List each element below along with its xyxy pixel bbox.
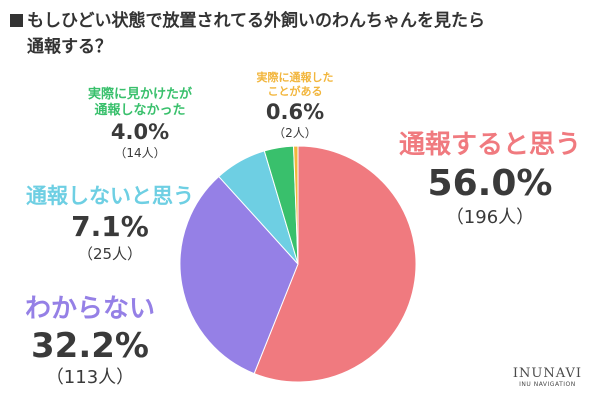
- slice-pct-report: 56.0%: [427, 163, 553, 204]
- chart-title: もしひどい状態で放置されてる外飼いのわんちゃんを見たら 通報する？: [10, 8, 595, 60]
- label-unknown: わからない 32.2% （113人）: [10, 292, 170, 390]
- slice-label-unknown: わからない: [24, 294, 155, 324]
- logo-subtitle: INU NAVIGATION: [519, 381, 576, 388]
- slice-pct-saw-no-report: 4.0%: [110, 120, 170, 144]
- slice-count-unknown: （113人）: [45, 367, 135, 388]
- slice-report: [253, 145, 417, 383]
- slice-unknown: [179, 175, 299, 375]
- slice-label-not-report: 通報しないと思う: [26, 184, 194, 208]
- slice-label-saw-no-report-line1: 実際に見かけたが: [87, 87, 192, 102]
- logo-name: INUNAVI: [512, 366, 582, 381]
- slice-count-report: （196人）: [445, 207, 535, 228]
- slice-count-saw-no-report: （14人）: [114, 146, 166, 160]
- slice-label-report: 通報すると思う: [398, 130, 581, 160]
- title-line-2: 通報する？: [27, 37, 112, 57]
- label-not-report: 通報しないと思う 7.1% （25人）: [10, 182, 210, 264]
- slice-pct-not-report: 7.1%: [71, 210, 149, 243]
- slice-pct-did-report: 0.6%: [265, 100, 325, 124]
- slice-label-did-report-line1: 実際に通報した: [256, 71, 334, 84]
- square-bullet-icon: [10, 14, 23, 27]
- label-saw-no-report: 実際に見かけたが 通報しなかった 4.0% （14人）: [70, 87, 210, 161]
- slice-count-not-report: （25人）: [77, 245, 143, 263]
- slice-pct-unknown: 32.2%: [31, 326, 149, 366]
- slice-did-report: [293, 145, 299, 265]
- label-did-report: 実際に通報した ことがある 0.6% （2人）: [240, 71, 350, 141]
- label-report: 通報すると思う 56.0% （196人）: [390, 128, 590, 230]
- slice-label-did-report-line2: ことがある: [267, 85, 323, 98]
- slice-count-did-report: （2人）: [273, 126, 317, 140]
- inunavi-logo: INUNAVI INU NAVIGATION: [513, 366, 582, 388]
- title-line-1: もしひどい状態で放置されてる外飼いのわんちゃんを見たら: [27, 11, 485, 31]
- slice-label-saw-no-report-line2: 通報しなかった: [94, 103, 186, 118]
